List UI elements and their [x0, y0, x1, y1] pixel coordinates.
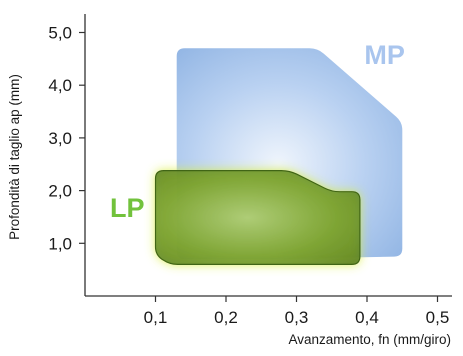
y-tick-label: 2,0 — [48, 182, 72, 201]
regions-layer — [154, 48, 403, 265]
y-tick-label: 5,0 — [48, 24, 72, 43]
x-tick-label: 0,3 — [285, 308, 309, 327]
x-tick-label: 0,5 — [426, 308, 450, 327]
x-ticks: 0,1 0,2 0,3 0,4 0,5 — [144, 296, 450, 327]
y-tick-label: 3,0 — [48, 129, 72, 148]
region-lp — [154, 170, 361, 265]
x-axis-title: Avanzamento, fn (mm/giro) — [288, 332, 451, 347]
y-ticks: 1,0 2,0 3,0 4,0 5,0 — [48, 24, 85, 253]
y-tick-label: 4,0 — [48, 76, 72, 95]
x-tick-label: 0,1 — [144, 308, 168, 327]
y-tick-label: 1,0 — [48, 234, 72, 253]
y-axis-title: Profondità di taglio ap (mm) — [7, 74, 22, 240]
region-labels-layer: MP LP — [110, 40, 405, 223]
x-tick-label: 0,4 — [355, 308, 379, 327]
region-label-lp: LP — [110, 193, 145, 223]
x-tick-label: 0,2 — [214, 308, 238, 327]
region-label-mp: MP — [364, 40, 405, 70]
